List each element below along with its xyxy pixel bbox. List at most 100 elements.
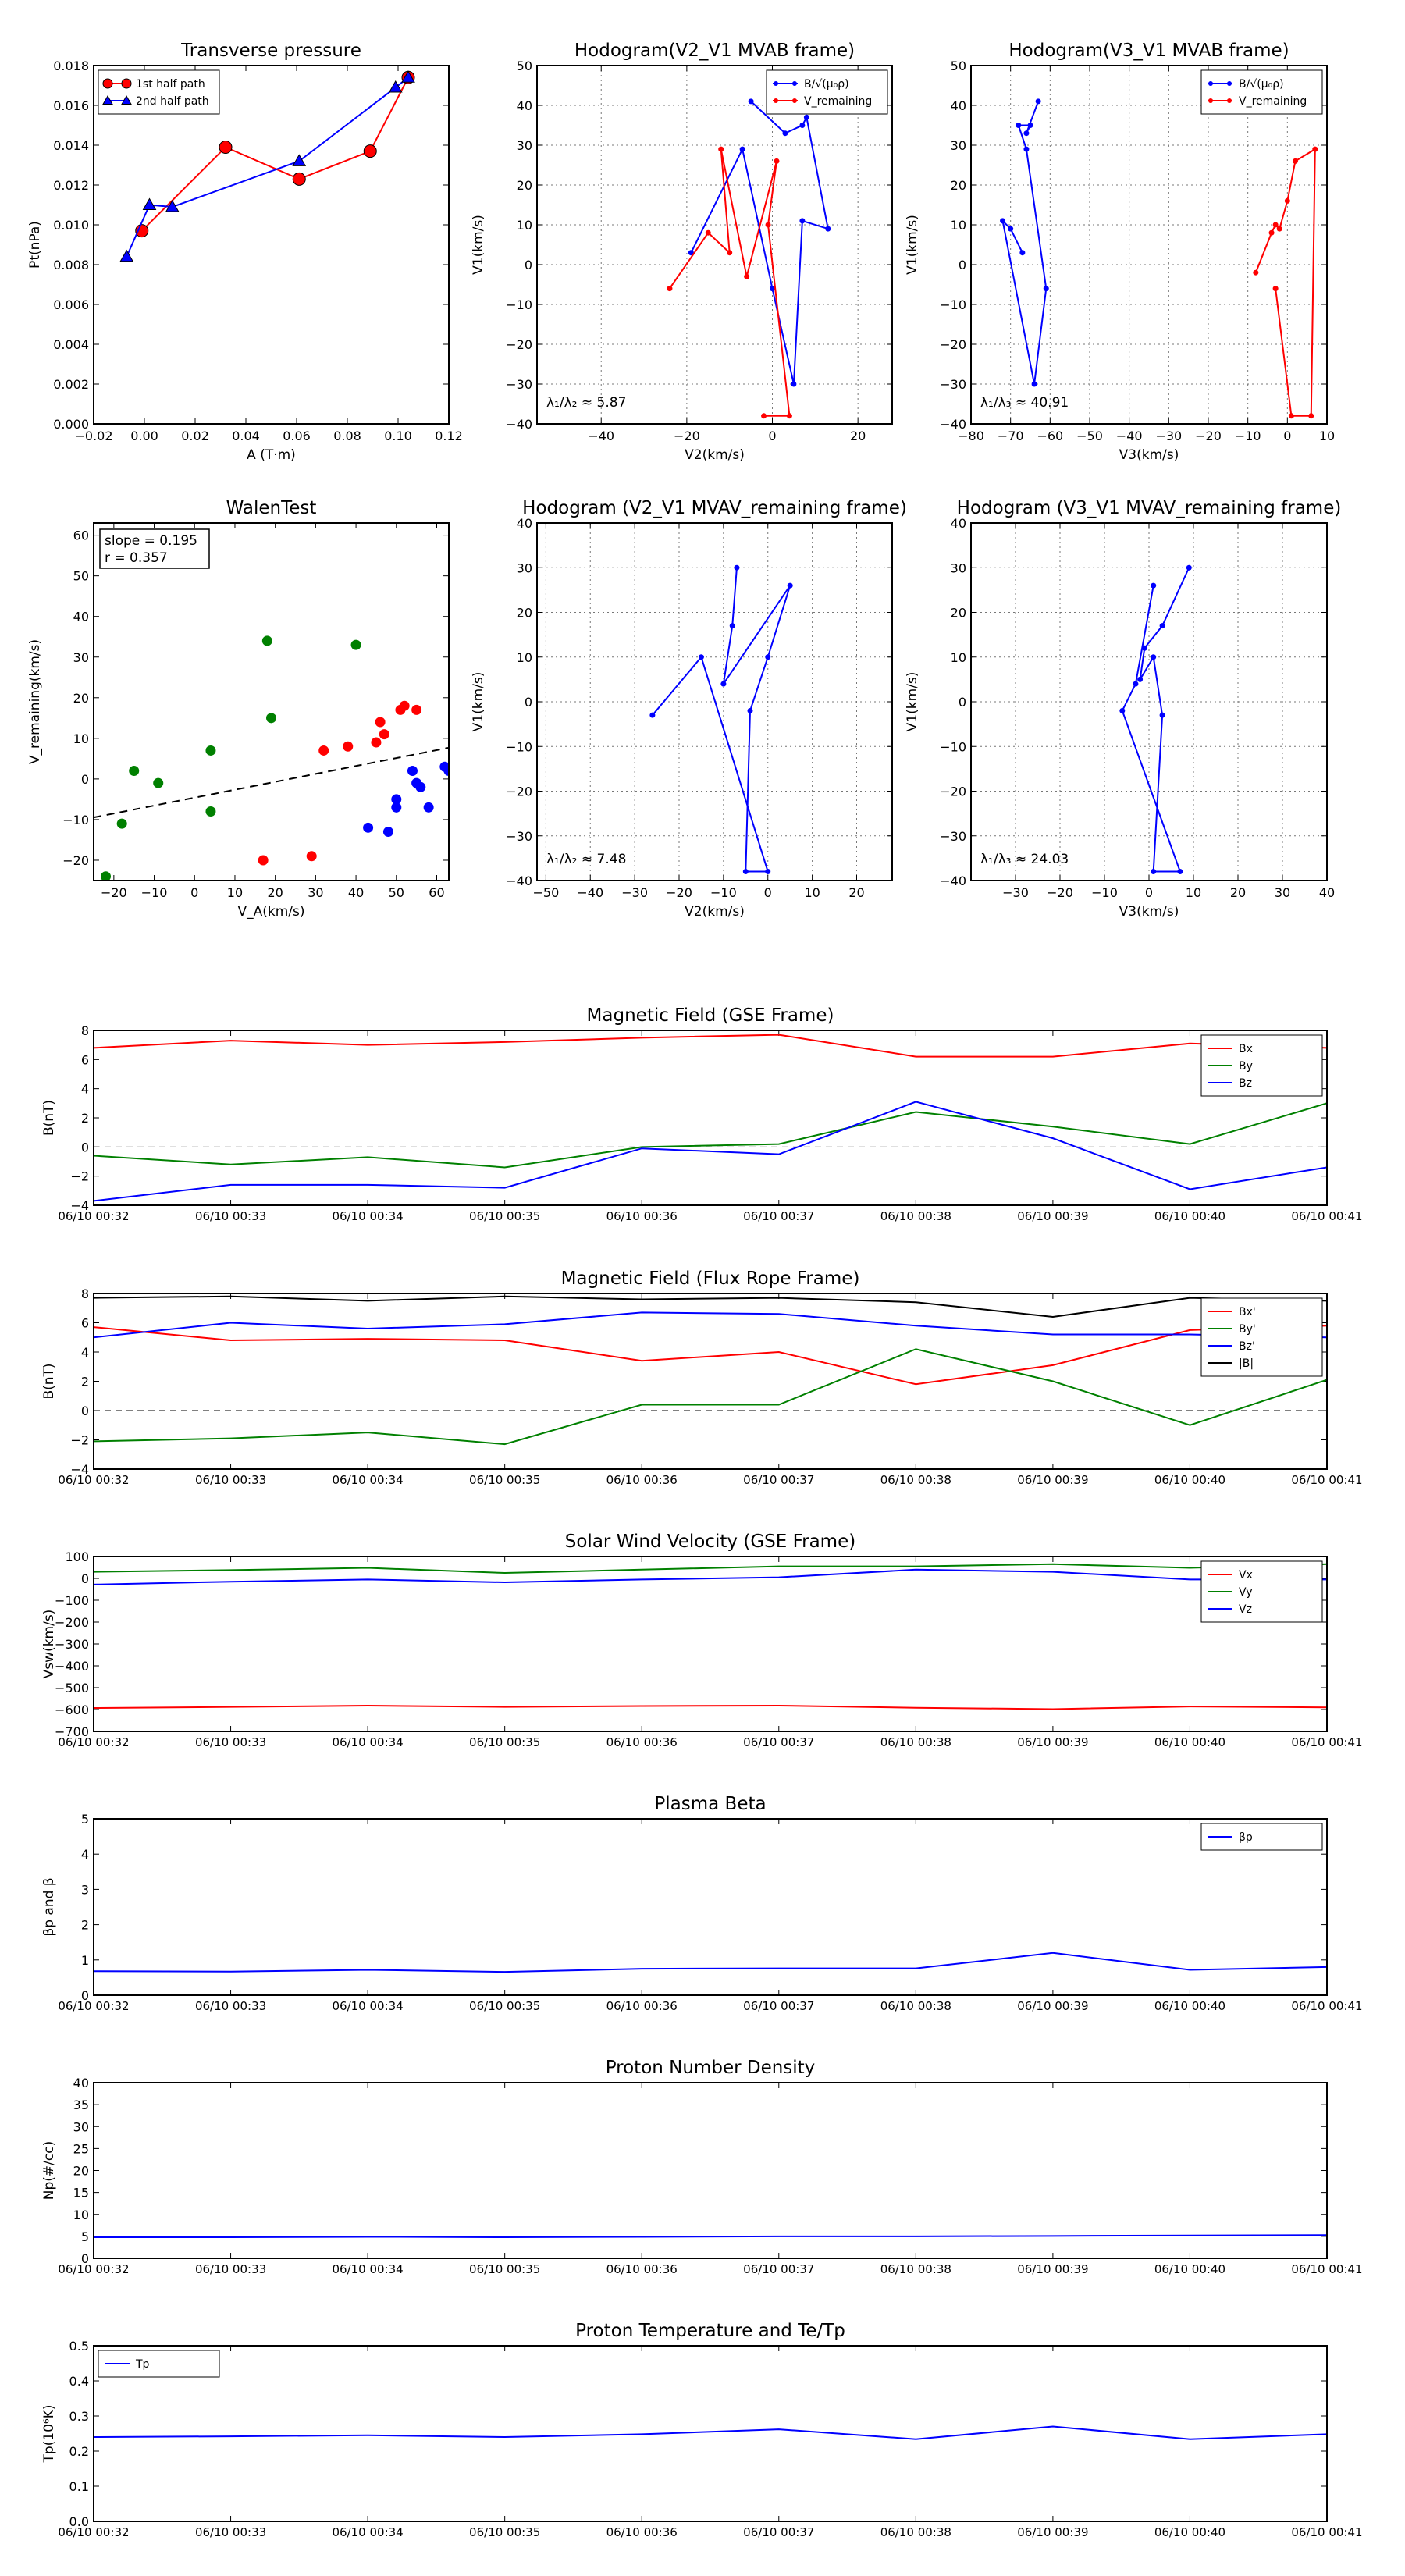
x-tick-label: 06/10 00:36 (606, 1209, 678, 1223)
data-marker (727, 250, 733, 256)
chart-title: Solar Wind Velocity (GSE Frame) (565, 1532, 855, 1552)
series-s0-line (94, 2234, 1327, 2239)
y-tick-label: −700 (55, 1724, 89, 1739)
y-tick-label: 40 (951, 98, 966, 113)
x-tick-label: 06/10 00:39 (1017, 2262, 1088, 2276)
legend-label: Bx (1239, 1043, 1253, 1055)
y-tick-label: 6 (81, 1052, 89, 1067)
series-v-remaining-line (1254, 148, 1316, 417)
x-tick-label: 06/10 00:37 (743, 1735, 814, 1749)
y-axis-label: V1(km/s) (905, 215, 920, 275)
x-tick-label: −30 (621, 885, 648, 900)
y-tick-label: 0 (959, 695, 966, 710)
plot-frame (93, 65, 450, 425)
solar_wind_velocity-chart: Solar Wind Velocity (GSE Frame) 06/10 00:… (41, 1532, 1363, 1749)
y-tick-label: 15 (73, 2186, 89, 2201)
y-tick-label: 40 (73, 610, 89, 624)
data-marker (1133, 681, 1139, 687)
y-tick-label: 30 (951, 560, 966, 575)
eigenvalue-ratio-label: λ₁/λ₃ ≈ 40.91 (980, 395, 1069, 411)
y-tick-label: 6 (81, 1316, 89, 1331)
plot-frame (970, 65, 1328, 425)
x-tick-label: 06/10 00:37 (743, 1209, 814, 1223)
legend-marker (1227, 98, 1232, 103)
y-tick-label: 0 (81, 1571, 89, 1586)
legend-label: V_remaining (804, 95, 872, 108)
x-tick-label: 0.02 (181, 429, 209, 443)
x-tick-label: 60 (429, 885, 444, 900)
chart-title: Hodogram (V3_V1 MVAV_remaining frame) (957, 498, 1342, 518)
x-tick-label: 06/10 00:38 (880, 2262, 951, 2276)
y-axis-label: βp and β (41, 1877, 57, 1936)
y-tick-label: −20 (506, 337, 532, 352)
data-marker (292, 172, 306, 186)
scatter-point (258, 855, 269, 866)
data-marker (786, 413, 792, 419)
y-axis-label: V1(km/s) (905, 672, 920, 732)
data-marker (803, 114, 809, 120)
x-tick-label: 06/10 00:40 (1154, 2262, 1225, 2276)
y-tick-label: 0.016 (53, 98, 89, 113)
x-tick-label: 06/10 00:40 (1154, 1999, 1225, 2013)
legend-label: Vx (1239, 1569, 1253, 1582)
plot-frame (93, 2082, 1328, 2259)
data-marker (219, 141, 233, 155)
x-tick-label: −0.02 (74, 429, 112, 443)
chart-title: Hodogram(V3_V1 MVAB frame) (1008, 41, 1289, 61)
y-tick-label: 0.000 (53, 417, 89, 432)
y-tick-label: −30 (940, 829, 966, 844)
x-tick-label: 06/10 00:36 (606, 1473, 678, 1487)
y-tick-label: 2 (81, 1375, 89, 1389)
data-marker (720, 681, 727, 687)
plot-frame (536, 522, 893, 881)
scatter-point (101, 871, 112, 881)
series-by-line (94, 1102, 1327, 1169)
x-tick-label: −30 (1155, 429, 1182, 443)
x-tick-label: −30 (1002, 885, 1029, 900)
x-tick-label: 10 (804, 885, 820, 900)
data-marker (1292, 158, 1298, 164)
plasma_beta-chart: Plasma Beta 06/10 00:32 06/10 00:33 06/10 0… (41, 1794, 1363, 2013)
y-tick-label: 3 (81, 1882, 89, 1897)
y-tick-label: 10 (517, 218, 532, 233)
scatter-point (399, 700, 410, 711)
data-marker (165, 200, 180, 212)
data-marker (292, 154, 307, 166)
plot-area (94, 1034, 1327, 1202)
proton_number_density-chart: Proton Number Density 06/10 00:32 06/10 00… (41, 2058, 1363, 2276)
y-tick-label: 30 (73, 650, 89, 665)
data-marker (1151, 582, 1157, 589)
legend-marker (1227, 81, 1232, 86)
y-tick-label: 8 (81, 1286, 89, 1301)
y-tick-label: 4 (81, 1082, 89, 1097)
y-tick-label: 8 (81, 1023, 89, 1038)
x-tick-label: −20 (1195, 429, 1222, 443)
y-tick-label: −10 (506, 739, 532, 754)
plot-area (94, 1295, 1327, 1446)
legend-marker (1208, 98, 1213, 103)
x-tick-label: −10 (141, 885, 168, 900)
plot-area (1000, 98, 1318, 419)
scatter-point (350, 639, 361, 650)
plot-frame (93, 2345, 1328, 2522)
y-tick-label: 40 (517, 98, 532, 113)
y-tick-label: 0.018 (53, 59, 89, 73)
scatter-point (318, 745, 329, 756)
y-tick-label: −40 (506, 873, 532, 888)
x-tick-label: 06/10 00:35 (469, 1209, 540, 1223)
legend-box (98, 69, 220, 115)
data-marker (667, 286, 673, 292)
x-tick-label: −20 (1047, 885, 1073, 900)
y-tick-label: −20 (62, 853, 89, 868)
y-tick-label: 0 (81, 1404, 89, 1418)
x-tick-label: 06/10 00:41 (1291, 1473, 1362, 1487)
y-tick-label: −300 (55, 1637, 89, 1652)
scatter-point (375, 717, 386, 728)
x-tick-label: 06/10 00:34 (332, 1473, 403, 1487)
magnetic_field_gse-chart: Magnetic Field (GSE Frame) 06/10 00:32 06/… (41, 1005, 1363, 1223)
y-tick-label: 40 (517, 516, 532, 531)
scatter-point (415, 781, 426, 792)
y-tick-label: 0 (525, 258, 532, 272)
y-axis-label: Vsw(km/s) (41, 1610, 57, 1679)
data-marker (1177, 869, 1183, 875)
